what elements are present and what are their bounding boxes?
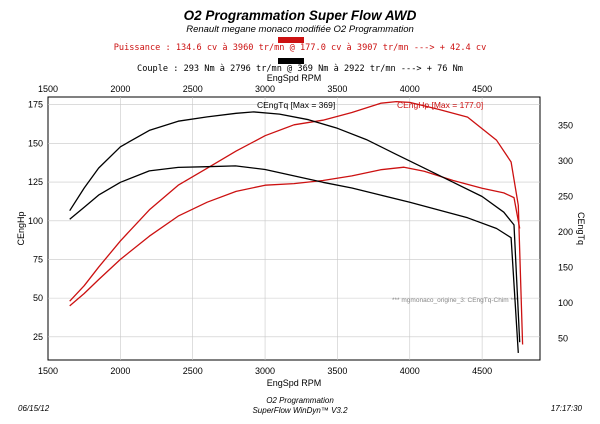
- y-tick-label-left: 25: [33, 332, 43, 342]
- x-tick-label-top: 3000: [255, 84, 275, 94]
- plot-frame: [47, 96, 541, 361]
- footer-date: 06/15/12: [18, 404, 50, 413]
- x-tick-label-bottom: 2500: [183, 366, 203, 376]
- report-subtitle: Renault megane monaco modifiée O2 Progra…: [186, 24, 414, 35]
- y-tick-label-left: 75: [33, 254, 43, 264]
- x-axis-label-top: EngSpd RPM: [267, 73, 322, 83]
- power-legend-swatch: [278, 37, 304, 43]
- x-tick-label-bottom: 3000: [255, 366, 275, 376]
- y-tick-label-left: 150: [28, 138, 43, 148]
- power-summary: Puissance : 134.6 cv à 3960 tr/mn @ 177.…: [113, 43, 487, 53]
- report-title: O2 Programmation Super Flow AWD: [183, 8, 417, 23]
- x-axis-label-bottom: EngSpd RPM: [267, 378, 322, 388]
- y-tick-label-left: 125: [28, 177, 43, 187]
- x-tick-label-top: 4500: [472, 84, 492, 94]
- y-tick-label-left: 100: [28, 216, 43, 226]
- x-tick-label-top: 4000: [400, 84, 420, 94]
- y-tick-label-right: 200: [558, 227, 573, 237]
- power-series-line-1: [69, 166, 521, 307]
- torque-series-line-3: [69, 165, 519, 353]
- x-tick-label-top: 1500: [38, 84, 58, 94]
- y-tick-label-right: 250: [558, 192, 573, 202]
- y-tick-label-right: 150: [558, 263, 573, 273]
- x-tick-label-top: 3500: [327, 84, 347, 94]
- x-tick-label-top: 2500: [183, 84, 203, 94]
- power-max-annotation: CEngHp [Max = 177.0]: [397, 100, 483, 110]
- x-tick-label-bottom: 1500: [38, 366, 58, 376]
- x-tick-label-bottom: 2000: [110, 366, 130, 376]
- torque-series-line-2: [69, 111, 521, 343]
- y-tick-label-right: 350: [558, 120, 573, 130]
- x-tick-label-bottom: 4500: [472, 366, 492, 376]
- y-tick-label-left: 50: [33, 293, 43, 303]
- footer-company: O2 Programmation: [266, 396, 334, 405]
- x-tick-label-bottom: 3500: [327, 366, 347, 376]
- torque-legend-swatch: [278, 58, 304, 64]
- y-axis-label-right: CEngTq: [576, 212, 586, 245]
- y-axis-label-left: CEngHp: [16, 211, 26, 245]
- footer-software: SuperFlow WinDyn™ V3.2: [252, 406, 348, 415]
- y-tick-label-right: 300: [558, 156, 573, 166]
- x-tick-label-bottom: 4000: [400, 366, 420, 376]
- x-tick-label-top: 2000: [110, 84, 130, 94]
- torque-summary: Couple : 293 Nm à 2796 tr/mn @ 369 Nm à …: [137, 64, 463, 74]
- baseline-file-annotation: *** mgmonaco_origine_3: CEngTq-Chim ***: [392, 297, 519, 304]
- y-tick-label-right: 50: [558, 334, 568, 344]
- torque-max-annotation: CEngTq [Max = 369]: [257, 100, 335, 110]
- y-tick-label-right: 100: [558, 298, 573, 308]
- y-tick-label-left: 175: [28, 100, 43, 110]
- power-series-line-0: [69, 100, 524, 345]
- footer-time: 17:17:30: [550, 404, 582, 413]
